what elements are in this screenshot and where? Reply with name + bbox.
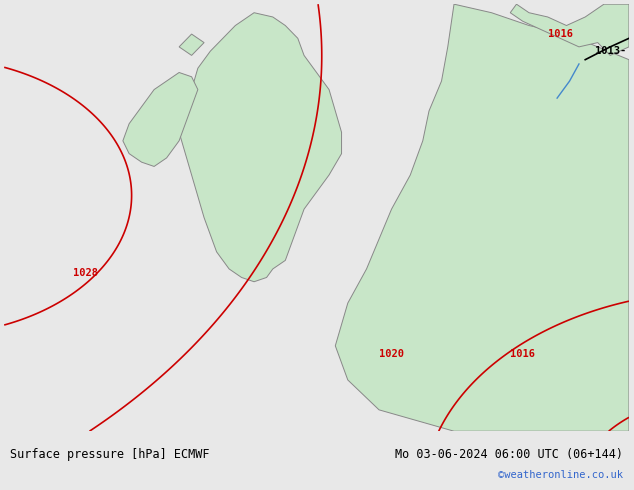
Polygon shape — [179, 34, 204, 55]
Polygon shape — [510, 4, 629, 55]
Polygon shape — [179, 13, 342, 282]
Text: 1028: 1028 — [73, 268, 98, 278]
Text: 1020: 1020 — [379, 349, 404, 359]
Text: 1016: 1016 — [548, 29, 573, 39]
Text: Surface pressure [hPa] ECMWF: Surface pressure [hPa] ECMWF — [10, 448, 210, 461]
Polygon shape — [335, 4, 629, 431]
Text: Mo 03-06-2024 06:00 UTC (06+144): Mo 03-06-2024 06:00 UTC (06+144) — [395, 448, 623, 461]
Polygon shape — [123, 73, 198, 167]
Text: 1016: 1016 — [510, 349, 535, 359]
Text: ©weatheronline.co.uk: ©weatheronline.co.uk — [498, 469, 623, 480]
Text: 1013-: 1013- — [595, 46, 626, 56]
